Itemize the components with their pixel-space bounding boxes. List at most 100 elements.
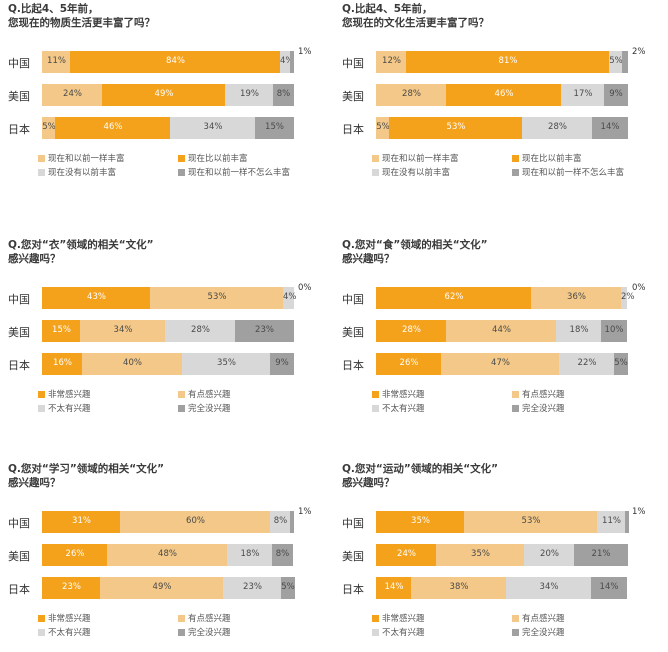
- question-line: Q.比起4、5年前，: [8, 3, 99, 15]
- legend-swatch: [178, 155, 185, 162]
- bar-segment: 44%: [446, 320, 557, 342]
- bar-segment: 10%: [601, 320, 627, 342]
- legend-label: 现在比以前丰富: [522, 154, 582, 164]
- legend-swatch: [512, 155, 519, 162]
- segment-value-label: 34%: [203, 122, 223, 132]
- bar-segment: [290, 51, 294, 73]
- legend-swatch: [512, 629, 519, 636]
- bar-segment: 43%: [42, 287, 151, 309]
- bar-segment: 5%: [614, 353, 628, 375]
- chart-row: 日本 5% 46% 34% 15%: [8, 117, 308, 139]
- segment-value-label: 49%: [152, 582, 172, 592]
- bar-segment: 14%: [376, 577, 412, 599]
- segment-value-label: 5%: [42, 122, 56, 132]
- chart-panel: Q.比起4、5年前， 您现在的物质生活更丰富了吗？ 中国 11% 84% 4% 1% 美国 24…: [8, 2, 312, 192]
- chart-row: 美国 15% 34% 28% 23%: [8, 320, 308, 342]
- bar-segment: 23%: [42, 577, 101, 599]
- bar-segment: 23%: [223, 577, 282, 599]
- segment-value-label: 53%: [521, 516, 541, 526]
- bar-segment: 49%: [102, 84, 226, 106]
- legend-label: 现在和以前一样丰富: [48, 154, 125, 164]
- chart-row: 日本 23% 49% 23% 5%: [8, 577, 308, 599]
- legend-label: 有点感兴趣: [522, 614, 565, 624]
- chart-row: 中国 31% 60% 8% 1%: [8, 507, 312, 533]
- bar-segment: 8%: [273, 84, 294, 106]
- bar-segment: 4%: [283, 287, 297, 309]
- bar-segment: 5%: [609, 51, 623, 73]
- segment-value-label: 81%: [498, 56, 518, 66]
- bar-segment: 11%: [42, 51, 71, 73]
- segment-value-label: 84%: [166, 56, 185, 66]
- legend-label: 现在和以前一样不怎么丰富: [188, 168, 291, 178]
- legend-item: 现在和以前一样丰富: [372, 152, 459, 164]
- country-label: 日本: [342, 359, 364, 372]
- country-label: 日本: [8, 123, 30, 136]
- legend-label: 不太有兴趣: [48, 628, 91, 638]
- chart-legend: 现在和以前一样丰富 现在比以前丰富现在没有以前丰富 现在和以前一样不怎么丰富: [372, 152, 642, 182]
- stacked-bar: 28% 44% 18% 10%: [376, 320, 627, 342]
- country-label: 中国: [8, 293, 30, 306]
- legend-item: 非常感兴趣: [38, 388, 91, 400]
- outside-value-label: 0%: [632, 283, 646, 293]
- country-label: 中国: [342, 293, 364, 306]
- stacked-bar: 35% 53% 11% 1%: [376, 507, 646, 533]
- segment-value-label: 31%: [72, 516, 91, 526]
- question-line: 您现在的文化生活更丰富了吗？: [342, 17, 489, 29]
- legend-swatch: [372, 169, 379, 176]
- legend-label: 完全没兴趣: [522, 404, 565, 414]
- outside-value-label: 1%: [298, 507, 312, 517]
- legend-item: 现在没有以前丰富: [372, 166, 450, 178]
- legend-item: 现在比以前丰富: [178, 152, 248, 164]
- legend-label: 现在和以前一样不怎么丰富: [522, 168, 625, 178]
- legend-item: 有点感兴趣: [178, 612, 231, 624]
- bar-segment: 53%: [389, 117, 523, 139]
- legend-item: 不太有兴趣: [38, 626, 91, 638]
- legend-swatch: [372, 391, 379, 398]
- legend-swatch: [38, 169, 45, 176]
- segment-value-label: 28%: [402, 89, 421, 99]
- bar-segment: 2%: [621, 287, 635, 309]
- segment-value-label: 48%: [158, 549, 177, 559]
- question-line: 感兴趣吗？: [342, 253, 395, 265]
- legend-swatch: [512, 391, 519, 398]
- bar-segment: 22%: [559, 353, 615, 375]
- bar-segment: 46%: [446, 84, 562, 106]
- segment-value-label: 14%: [384, 582, 404, 592]
- bar-segment: 11%: [597, 511, 626, 533]
- stacked-bar: 26% 48% 18% 8%: [42, 544, 293, 566]
- question-line: 感兴趣吗？: [8, 477, 61, 489]
- segment-value-label: 12%: [382, 56, 401, 66]
- segment-value-label: 8%: [275, 549, 290, 559]
- legend-label: 现在没有以前丰富: [382, 168, 451, 178]
- legend-swatch: [178, 391, 185, 398]
- segment-value-label: 23%: [243, 582, 262, 592]
- segment-value-label: 15%: [52, 325, 71, 335]
- legend-label: 有点感兴趣: [188, 614, 231, 624]
- chart-row: 中国 12% 81% 5% 2%: [342, 47, 646, 73]
- legend-swatch: [178, 405, 185, 412]
- stacked-bar: 28% 46% 17% 9%: [376, 84, 628, 106]
- bar-segment: 9%: [270, 353, 294, 375]
- legend-label: 非常感兴趣: [382, 390, 425, 400]
- bar-segment: 34%: [506, 577, 592, 599]
- segment-value-label: 5%: [609, 56, 623, 66]
- legend-label: 现在没有以前丰富: [48, 168, 117, 178]
- bar-segment: [622, 51, 628, 73]
- segment-value-label: 18%: [569, 325, 589, 335]
- bar-segment: 26%: [42, 544, 108, 566]
- question-line: 感兴趣吗？: [342, 477, 395, 489]
- chart-row: 日本 5% 53% 28% 14%: [342, 117, 642, 139]
- chart-row: 美国 24% 35% 20% 21%: [342, 544, 642, 566]
- bar-segment: 36%: [531, 287, 622, 309]
- segment-value-label: 2%: [621, 292, 635, 302]
- chart-row: 中国 11% 84% 4% 1%: [8, 47, 312, 73]
- segment-value-label: 4%: [283, 292, 297, 302]
- legend-label: 不太有兴趣: [382, 404, 425, 414]
- segment-value-label: 19%: [240, 89, 259, 99]
- bar-segment: 5%: [281, 577, 295, 599]
- segment-value-label: 9%: [609, 89, 623, 99]
- legend-label: 完全没兴趣: [522, 628, 565, 638]
- legend-item: 有点感兴趣: [512, 388, 565, 400]
- country-label: 中国: [8, 517, 30, 530]
- legend-swatch: [38, 629, 45, 636]
